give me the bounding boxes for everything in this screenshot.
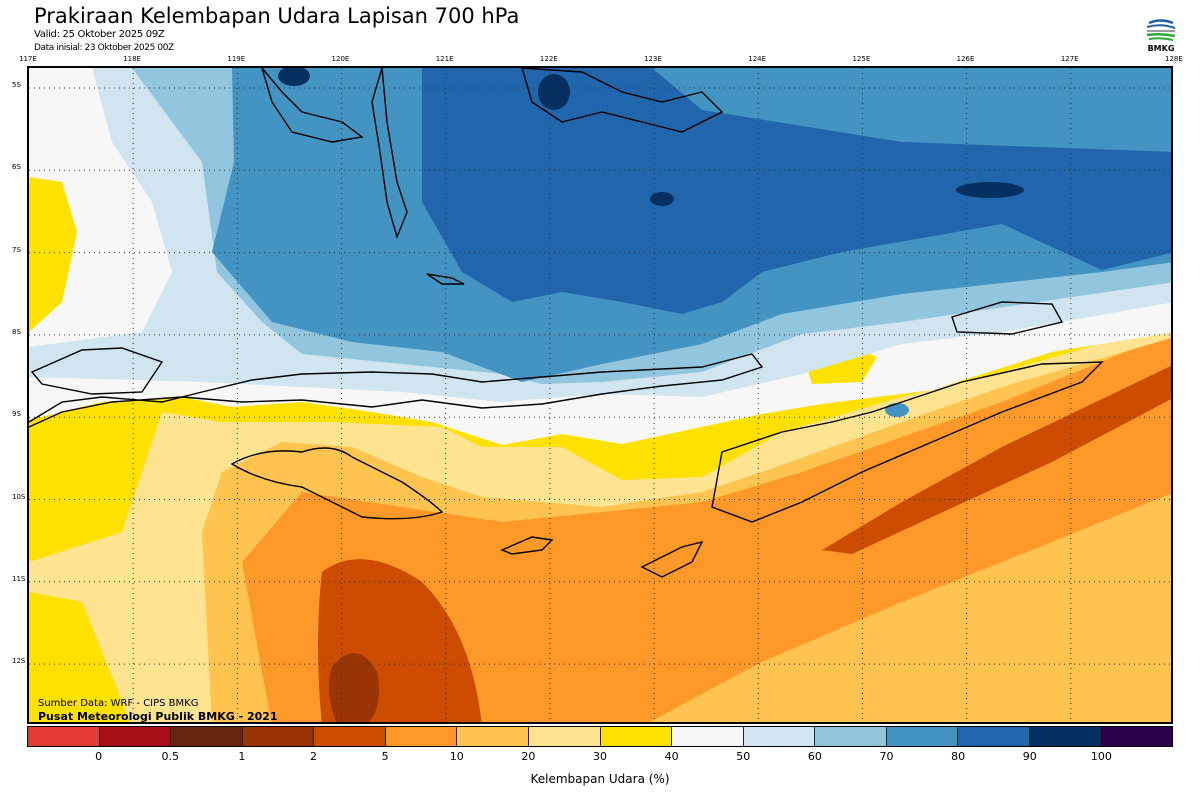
- humidity-2-5-area: [328, 653, 379, 722]
- logo-text: BMKG: [1147, 44, 1175, 53]
- wetar-island-outline: [951, 301, 1064, 335]
- latitude-label: 8S: [12, 327, 21, 336]
- latitude-label: 11S: [12, 574, 26, 583]
- colorbar-swatch: [99, 727, 172, 746]
- sumba-island-outline: [230, 447, 444, 520]
- longitude-label: 120E: [331, 55, 350, 63]
- latitude-label: 7S: [12, 245, 21, 254]
- longitude-label: 126E: [956, 55, 975, 63]
- colorbar-tick-label: 80: [951, 750, 966, 763]
- humidity-contour-map: [29, 68, 1171, 722]
- longitude-label: 128E: [1165, 55, 1183, 63]
- colorbar-tick-label: 2: [310, 750, 317, 763]
- timor-island-outline: [711, 361, 1104, 523]
- humidity-20-30-area: [649, 493, 1171, 722]
- grid-lines: [29, 68, 1171, 722]
- publisher-text: Pusat Meteorologi Publik BMKG - 2021: [38, 710, 278, 723]
- colorbar-swatch: [743, 727, 816, 746]
- sabu-island-outline: [500, 536, 554, 555]
- colorbar-tick-label: 1: [238, 750, 246, 763]
- colorbar-tick-label: 20: [521, 750, 536, 763]
- page-title: Prakiraan Kelembapan Udara Lapisan 700 h…: [34, 4, 520, 28]
- colorbar-title: Kelembapan Udara (%): [530, 772, 670, 786]
- colorbar-tick-label: 70: [879, 750, 894, 763]
- colorbar-tick-label: 40: [664, 750, 679, 763]
- colorbar-swatch: [672, 727, 744, 746]
- colorbar-swatch: [314, 727, 386, 746]
- longitude-label: 118E: [123, 55, 141, 63]
- colorbar-swatch: [815, 727, 887, 746]
- colorbar-tick-label: 100: [1090, 750, 1112, 763]
- colorbar-swatch: [28, 727, 100, 746]
- valid-time: Valid: 25 Oktober 2025 09Z: [34, 29, 165, 40]
- colorbar-swatch: [1101, 727, 1172, 746]
- longitude-label: 123E: [644, 55, 662, 63]
- latitude-label: 10S: [12, 492, 26, 501]
- colorbar-tick-label: 90: [1022, 750, 1037, 763]
- colorbar-swatch: [385, 727, 458, 746]
- longitude-label: 121E: [435, 55, 454, 63]
- humidity-above-100-area: [650, 192, 674, 206]
- longitude-label: 117E: [19, 55, 37, 63]
- colorbar-tick-label: 50: [736, 750, 751, 763]
- colorbar-swatch: [528, 727, 601, 746]
- initial-data-time: Data inisial: 23 Oktober 2025 00Z: [34, 43, 174, 53]
- colorbar-tick-label: 10: [449, 750, 464, 763]
- latitude-label: 9S: [12, 410, 21, 419]
- colorbar-tick-label: 0.5: [161, 750, 180, 763]
- sulawesi-outline: [371, 68, 408, 240]
- humidity-map: [27, 66, 1173, 724]
- latitude-label: 12S: [12, 657, 26, 666]
- selayar-island-outline: [426, 273, 465, 285]
- colorbar-tick-label: 60: [807, 750, 822, 763]
- latitude-label: 5S: [12, 81, 21, 89]
- colorbar-tick-label: 5: [381, 750, 389, 763]
- latitude-label: 6S: [12, 163, 21, 172]
- longitude-label: 122E: [539, 55, 558, 63]
- bmkg-logo-icon: [1146, 17, 1176, 45]
- sulawesi-south-outline: [261, 68, 364, 143]
- longitude-label: 127E: [1060, 55, 1079, 63]
- rote-island-outline: [640, 540, 704, 578]
- coastlines: [29, 68, 1104, 578]
- lombok-sumbawa-outline: [30, 347, 164, 395]
- humidity-above-100-area: [278, 68, 310, 86]
- colorbar-swatch: [600, 727, 673, 746]
- humidity-40-50-area: [29, 177, 77, 332]
- buton-islands-outline: [521, 68, 724, 133]
- colorbar-swatch: [171, 727, 243, 746]
- longitude-label: 124E: [748, 55, 767, 63]
- humidity-5-10-area: [822, 365, 1171, 554]
- longitude-label: 125E: [852, 55, 871, 63]
- longitude-label: 119E: [227, 55, 246, 63]
- humidity-40-50-area: [29, 592, 131, 722]
- colorbar-swatch: [886, 727, 959, 746]
- humidity-above-100-area: [956, 182, 1024, 198]
- colorbar-tick-label: 0: [95, 750, 103, 763]
- colorbar: [27, 726, 1173, 747]
- humidity-above-100-area: [538, 74, 570, 110]
- colorbar-swatch: [958, 727, 1030, 746]
- colorbar-swatch: [457, 727, 529, 746]
- humidity-80-90-area: [885, 403, 909, 417]
- colorbar-swatch: [242, 727, 315, 746]
- data-source-text: Sumber Data: WRF - CIPS BMKG: [38, 698, 199, 709]
- lesser-sunda-outline: [29, 353, 764, 428]
- colorbar-swatch: [1029, 727, 1102, 746]
- colorbar-tick-label: 30: [593, 750, 607, 763]
